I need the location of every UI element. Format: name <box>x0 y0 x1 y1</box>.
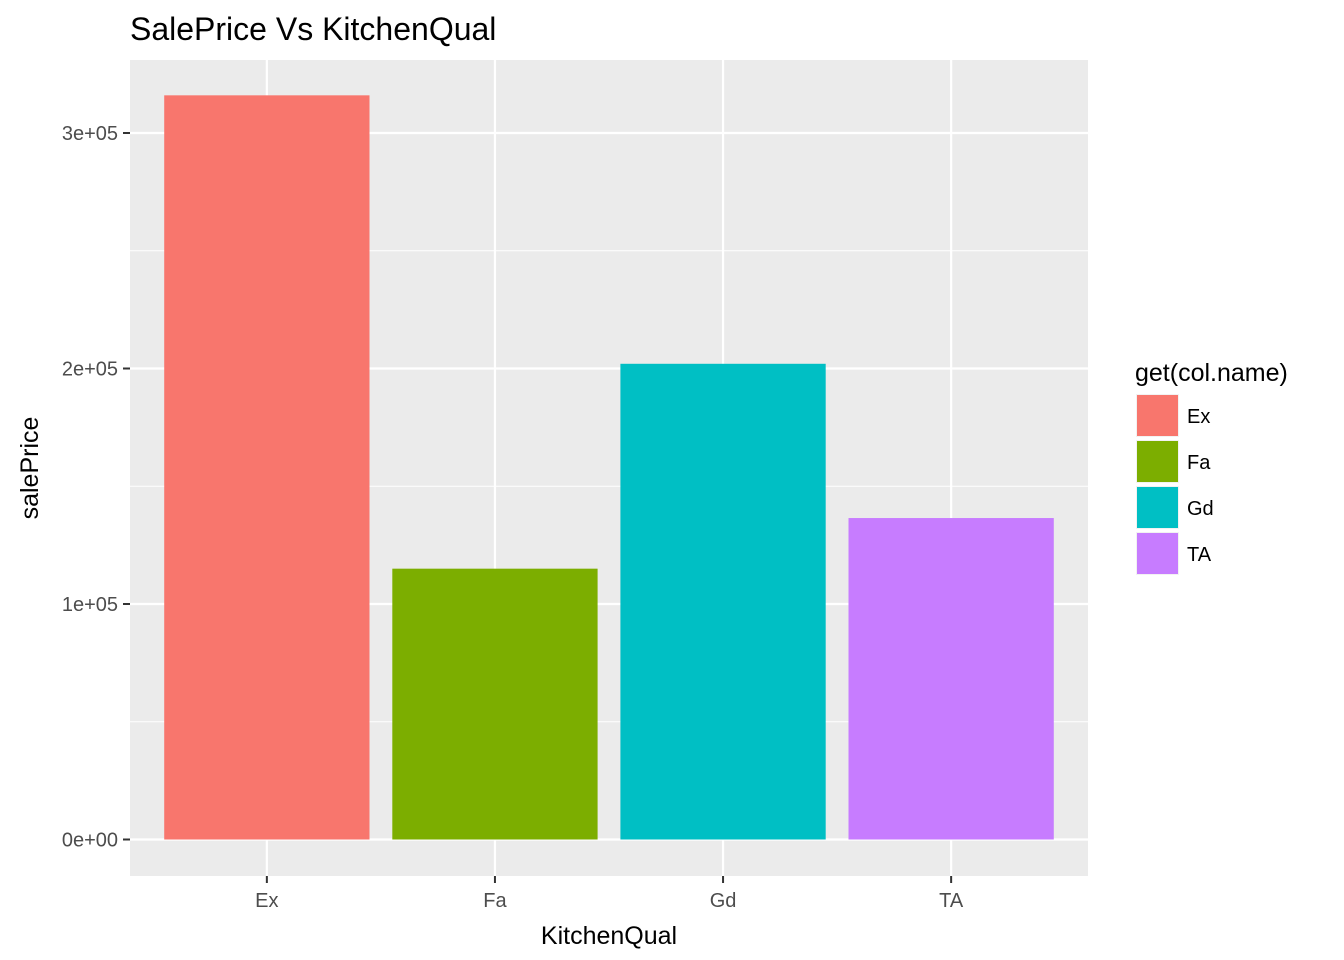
legend-label: Ex <box>1187 406 1210 428</box>
legend-swatch-ta <box>1137 533 1178 574</box>
legend: get(col.name) Ex Fa Gd TA <box>1135 359 1288 575</box>
bar-ex <box>164 95 370 840</box>
legend-label: Fa <box>1187 452 1211 474</box>
chart-title: SalePrice Vs KitchenQual <box>130 11 496 47</box>
x-axis-title: KitchenQual <box>541 922 677 950</box>
legend-label: TA <box>1187 544 1212 566</box>
y-tick-label: 1e+05 <box>62 594 118 616</box>
bar-fa <box>392 568 598 840</box>
legend-title: get(col.name) <box>1135 359 1288 387</box>
bars <box>164 95 1054 840</box>
x-tick-label: Gd <box>710 890 737 912</box>
bar-gd <box>620 363 826 840</box>
legend-swatch-gd <box>1137 487 1178 528</box>
legend-swatch-ex <box>1137 395 1178 436</box>
y-tick-label: 0e+00 <box>62 829 118 851</box>
legend-label: Gd <box>1187 498 1214 520</box>
x-axis: Ex Fa Gd TA <box>255 876 964 912</box>
y-axis: 0e+00 1e+05 2e+05 3e+05 <box>62 123 130 851</box>
y-tick-label: 2e+05 <box>62 359 118 381</box>
y-tick-label: 3e+05 <box>62 123 118 145</box>
x-tick-label: Ex <box>255 890 278 912</box>
y-axis-title: salePrice <box>16 417 44 520</box>
bar-ta <box>848 518 1054 840</box>
x-tick-label: Fa <box>483 890 507 912</box>
x-tick-label: TA <box>939 890 964 912</box>
legend-swatch-fa <box>1137 441 1178 482</box>
